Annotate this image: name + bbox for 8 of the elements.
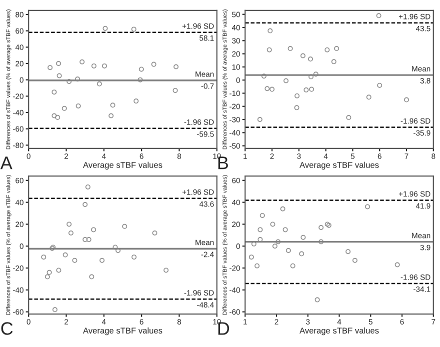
text: C xyxy=(1,322,13,335)
x-axis-title: Average sTBF values xyxy=(83,162,162,170)
x-axis-title: Average sTBF values xyxy=(300,162,379,170)
text: B xyxy=(218,156,228,170)
x-axis-title: Average sTBF values xyxy=(300,327,379,336)
text: A xyxy=(0,156,12,170)
text: D xyxy=(218,322,230,335)
x-axis-title: Average sTBF values xyxy=(83,327,162,336)
